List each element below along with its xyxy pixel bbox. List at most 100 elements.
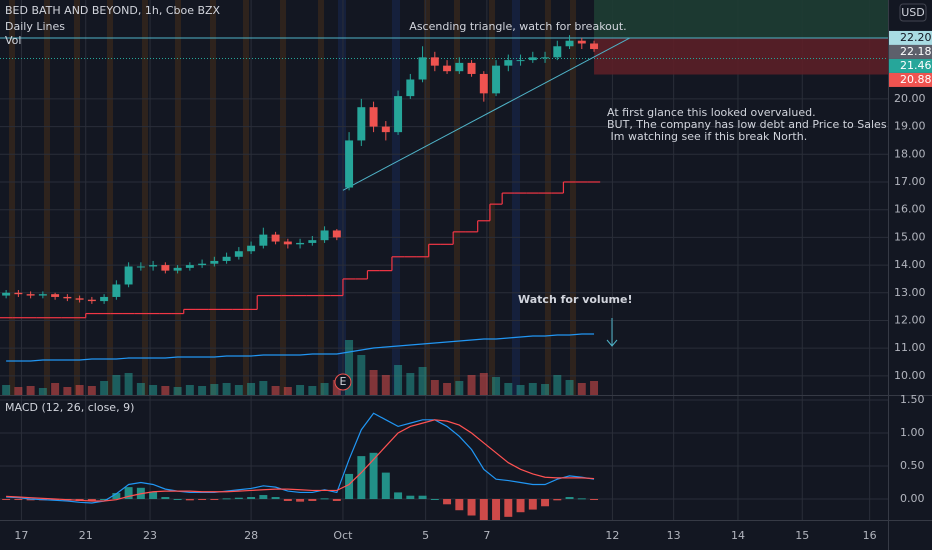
candle-body (87, 299, 96, 302)
volume-bar (345, 340, 354, 395)
macd-histogram-bar (296, 499, 305, 502)
y-tick-label: 12.00 (894, 313, 926, 326)
macd-histogram-bar (467, 499, 476, 516)
volume-bar (87, 386, 96, 395)
position-target-zone (594, 0, 888, 38)
macd-histogram-bar (406, 495, 415, 500)
macd-histogram-bar (320, 498, 329, 500)
y-tick-label: 14.00 (894, 258, 926, 271)
volume-bar (38, 388, 47, 395)
session-band (142, 0, 148, 395)
volume-bar (112, 375, 121, 395)
volume-bar (381, 375, 390, 395)
volume-bar (283, 387, 292, 395)
candle-body (308, 240, 317, 243)
volume-bar (406, 373, 415, 395)
y-tick-label: 16.00 (894, 203, 926, 216)
candle-body (455, 62, 464, 72)
candle-body (479, 73, 488, 94)
volume-bar (136, 383, 145, 395)
candle-body (222, 256, 231, 261)
macd-histogram-bar (418, 495, 427, 500)
price-tag-label: 22.18 (900, 45, 932, 58)
volume-bar (516, 385, 525, 395)
macd-histogram-bar (308, 499, 317, 501)
volume-bar (63, 387, 72, 395)
macd-histogram-bar (259, 495, 268, 500)
macd-histogram-bar (124, 487, 133, 500)
x-tick-label: 28 (244, 529, 258, 542)
volume-bar (26, 386, 35, 395)
currency-label[interactable]: USD (901, 6, 925, 19)
candle-body (345, 140, 354, 188)
macd-histogram-bar (443, 499, 452, 505)
macd-histogram-bar (173, 499, 182, 501)
candle-body (14, 292, 23, 295)
macd-histogram-bar (271, 497, 280, 500)
candle-body (26, 294, 35, 296)
currency-button[interactable] (899, 3, 927, 22)
macd-histogram-bar (479, 499, 488, 520)
macd-histogram-bar (430, 499, 439, 501)
annotation-note: At first glance this looked overvalued. … (607, 106, 921, 143)
macd-histogram-bar (528, 499, 537, 510)
trendline (342, 37, 631, 191)
volume-bar (308, 386, 317, 395)
y-tick-label: 11.00 (894, 341, 926, 354)
candle-body (492, 65, 501, 94)
session-band (243, 0, 249, 395)
candle-body (418, 57, 427, 80)
x-tick-label: 5 (422, 529, 429, 542)
session-band (545, 0, 551, 395)
macd-histogram-bar (185, 499, 194, 501)
macd-histogram-bar (14, 499, 23, 501)
volume-bar (320, 383, 329, 395)
y-tick-label: 10.00 (894, 369, 926, 382)
session-band (338, 0, 346, 395)
macd-histogram-bar (222, 498, 231, 500)
candle-body (406, 79, 415, 97)
candle-body (75, 298, 84, 300)
price-pane: E (0, 0, 888, 395)
volume-bar (124, 373, 133, 395)
chart-title: BED BATH AND BEYOND, 1h, Cboe BZX (5, 4, 221, 17)
volume-bar (75, 385, 84, 395)
session-band (280, 0, 286, 395)
macd-histogram-bar (149, 491, 158, 500)
annotation-triangle: Ascending triangle, watch for breakout. (409, 20, 626, 33)
candle-body (394, 96, 403, 133)
volume-bar (210, 384, 219, 395)
session-band (489, 0, 495, 395)
session-band (210, 0, 216, 395)
price-tag (889, 30, 932, 45)
annotation-note-line: At first glance this looked overvalued. (607, 106, 816, 119)
macd-pane (2, 412, 599, 520)
macd-histogram-bar (210, 499, 219, 501)
candle-body (553, 46, 562, 58)
price-tag (889, 72, 932, 87)
candle-body (198, 263, 207, 266)
volume-bar (455, 381, 464, 395)
annotation-note-line: BUT, The company has low debt and Price … (607, 118, 921, 131)
candle-body (185, 265, 194, 268)
y-tick-label: 15.00 (894, 230, 926, 243)
candle-body (369, 107, 378, 127)
annotation-arrow-head (606, 339, 618, 347)
volume-bar (234, 385, 243, 395)
price-tag (889, 58, 932, 73)
volume-bar (541, 384, 550, 395)
signal-line (6, 419, 595, 502)
annotation-note-line: Im watching see if this break North. (607, 130, 807, 143)
candle-body (124, 266, 133, 285)
candle-body (381, 126, 390, 133)
volume-bar (296, 385, 305, 395)
candle-body (149, 265, 158, 267)
macd-histogram-bar (2, 499, 11, 501)
macd-histogram-bar (198, 499, 207, 501)
x-tick-label: 16 (863, 529, 877, 542)
session-band (392, 0, 400, 395)
grid (0, 0, 888, 520)
macd-title: MACD (12, 26, close, 9) (5, 401, 134, 414)
macd-histogram-bar (504, 499, 513, 517)
legend-volume: Vol (5, 34, 21, 47)
